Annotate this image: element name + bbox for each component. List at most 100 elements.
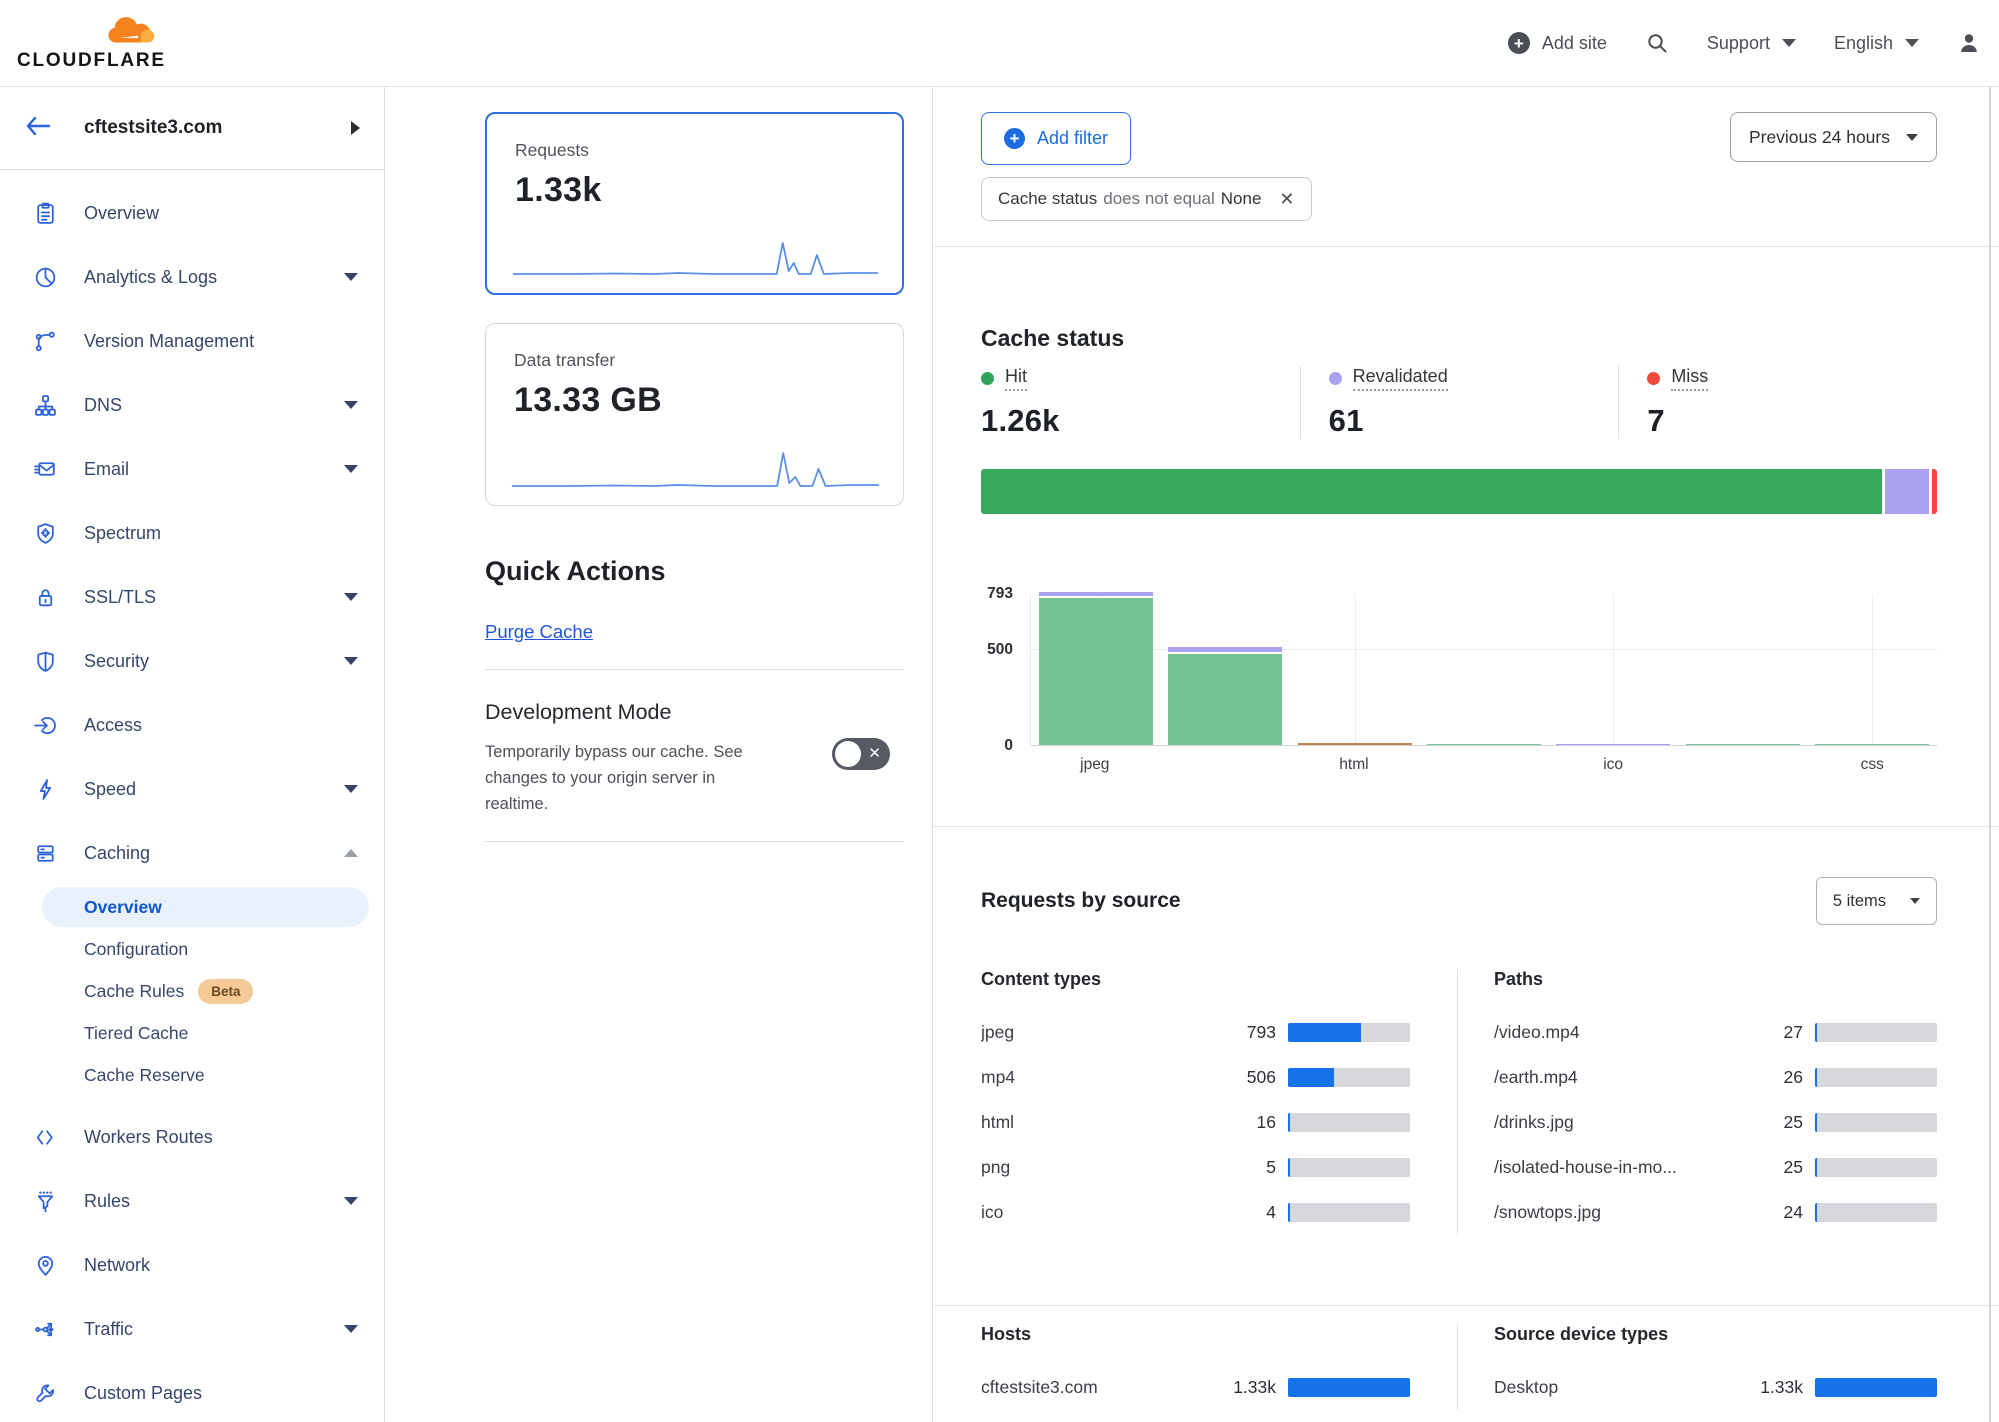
divider bbox=[933, 246, 1999, 247]
chevron-down-icon bbox=[1905, 39, 1919, 47]
items-count-dropdown[interactable]: 5 items bbox=[1815, 877, 1937, 925]
table-row: /drinks.jpg 25 bbox=[1494, 1100, 1937, 1145]
search-icon[interactable] bbox=[1645, 31, 1669, 55]
row-bar bbox=[1288, 1203, 1410, 1222]
chevron-up-icon bbox=[344, 849, 358, 857]
remove-filter-icon[interactable]: ✕ bbox=[1279, 188, 1295, 209]
sidebar-item-network[interactable]: Network bbox=[0, 1233, 384, 1297]
bar-segment-revalidated bbox=[1038, 592, 1153, 596]
sidebar-subnav-caching: Overview Configuration Cache Rules Beta Tier… bbox=[0, 885, 384, 1105]
sitemap-icon bbox=[33, 393, 58, 418]
spectrum-icon bbox=[33, 521, 58, 546]
bar-jpeg bbox=[1038, 592, 1153, 746]
language-menu[interactable]: English bbox=[1834, 33, 1919, 54]
sidebar-subitem-configuration[interactable]: Configuration bbox=[42, 929, 369, 969]
paths-table: Paths/video.mp4 27/earth.mp4 26/drinks.jpg… bbox=[1458, 969, 1937, 1235]
sidebar-item-speed[interactable]: Speed bbox=[0, 757, 384, 821]
sidebar-item-rules[interactable]: Rules bbox=[0, 1169, 384, 1233]
x-tick-label: html bbox=[1339, 756, 1369, 773]
scrollbar[interactable] bbox=[1989, 87, 1991, 1422]
sidebar-item-ssl-tls[interactable]: SSL/TLS bbox=[0, 565, 384, 629]
stat-label[interactable]: Miss bbox=[1671, 366, 1709, 391]
sidebar-subitem-cache-reserve[interactable]: Cache Reserve bbox=[42, 1055, 369, 1095]
add-filter-button[interactable]: + Add filter bbox=[981, 112, 1132, 165]
stat-label[interactable]: Hit bbox=[1005, 366, 1027, 391]
sidebar-item-label: Overview bbox=[84, 202, 160, 223]
toggle-knob bbox=[835, 741, 861, 767]
row-value: 5 bbox=[1266, 1157, 1276, 1177]
requests-card-value: 1.33k bbox=[515, 171, 602, 209]
time-range-dropdown[interactable]: Previous 24 hours bbox=[1729, 112, 1937, 162]
row-label: png bbox=[981, 1157, 1011, 1177]
quick-actions-title: Quick Actions bbox=[485, 556, 666, 586]
sidebar-item-email[interactable]: Email bbox=[0, 437, 384, 501]
bar-segment-hit bbox=[1038, 598, 1153, 746]
cache-status-title: Cache status bbox=[981, 325, 1125, 351]
development-mode-toggle[interactable]: ✕ bbox=[832, 738, 890, 770]
cloudflare-cloud-icon bbox=[108, 16, 155, 42]
sidebar-item-analytics-logs[interactable]: Analytics & Logs bbox=[0, 245, 384, 309]
beta-badge: Beta bbox=[198, 978, 254, 1004]
filter-value: None bbox=[1220, 189, 1262, 208]
support-menu[interactable]: Support bbox=[1707, 33, 1796, 54]
divider bbox=[933, 826, 1999, 827]
active-filters: Cache status does not equal None ✕ bbox=[981, 177, 1999, 221]
sidebar-item-overview[interactable]: Overview bbox=[0, 181, 384, 245]
requests-card[interactable]: Requests 1.33k bbox=[485, 112, 904, 295]
server-icon bbox=[33, 841, 58, 866]
chevron-down-icon bbox=[1906, 133, 1918, 141]
sidebar-subitem-label: Overview bbox=[84, 896, 162, 917]
sidebar-item-traffic[interactable]: Traffic bbox=[0, 1297, 384, 1361]
analytics-panel: + Add filter Previous 24 hours Cache sta… bbox=[933, 87, 1999, 1422]
row-value: 1.33k bbox=[1233, 1377, 1276, 1397]
sidebar-item-version-management[interactable]: Version Management bbox=[0, 309, 384, 373]
bar-unlabeled bbox=[1168, 647, 1283, 746]
funnel-icon bbox=[33, 1189, 58, 1214]
sidebar-item-dns[interactable]: DNS bbox=[0, 373, 384, 437]
sidebar-item-custom-pages[interactable]: Custom Pages bbox=[0, 1361, 384, 1422]
sidebar-subitem-overview[interactable]: Overview bbox=[42, 887, 369, 927]
x-tick-label: css bbox=[1860, 756, 1884, 773]
row-value: 25 bbox=[1783, 1112, 1803, 1132]
bar-html bbox=[1297, 743, 1412, 746]
purge-cache-link[interactable]: Purge Cache bbox=[485, 621, 593, 642]
bar-unlabeled bbox=[1427, 744, 1541, 746]
data-transfer-card[interactable]: Data transfer 13.33 GB bbox=[485, 323, 904, 506]
hosts-row: Hosts cftestsite3.com 1.33k Source device … bbox=[981, 1306, 1999, 1410]
cache-stats: Hit 1.26k Revalidated 61 Miss 7 bbox=[981, 366, 1937, 439]
cache-status-chart: 793 500 0 jpeg html ico css bbox=[981, 585, 1937, 792]
sidebar-item-label: Rules bbox=[84, 1190, 131, 1211]
top-header: CLOUDFLARE + Add site Support English bbox=[0, 0, 1999, 87]
stat-value: 1.26k bbox=[981, 403, 1060, 438]
header-menu: + Add site Support English bbox=[1507, 31, 1981, 55]
sidebar-item-workers-routes[interactable]: Workers Routes bbox=[0, 1105, 384, 1169]
table-title: Paths bbox=[1494, 969, 1544, 989]
x-tick-label: ico bbox=[1603, 756, 1624, 773]
back-arrow-icon[interactable] bbox=[25, 115, 51, 142]
bolt-icon bbox=[33, 777, 58, 802]
chevron-right-icon[interactable] bbox=[351, 121, 360, 135]
x-tick-label: jpeg bbox=[1080, 756, 1110, 773]
table-row: /earth.mp4 26 bbox=[1494, 1055, 1937, 1100]
row-value: 793 bbox=[1246, 1022, 1276, 1042]
account-icon[interactable] bbox=[1957, 31, 1981, 55]
row-label: html bbox=[981, 1112, 1015, 1132]
chevron-down-icon bbox=[344, 401, 358, 409]
row-bar bbox=[1288, 1068, 1410, 1087]
sidebar-subitem-tiered-cache[interactable]: Tiered Cache bbox=[42, 1013, 369, 1053]
sidebar-item-access[interactable]: Access bbox=[0, 693, 384, 757]
stat-label[interactable]: Revalidated bbox=[1352, 366, 1448, 391]
filter-chip[interactable]: Cache status does not equal None ✕ bbox=[981, 177, 1312, 221]
cloudflare-logo[interactable]: CLOUDFLARE bbox=[17, 15, 166, 72]
y-tick-label: 500 bbox=[987, 641, 1013, 659]
add-site-button[interactable]: + Add site bbox=[1507, 32, 1607, 54]
chart-xlabels: jpeg html ico css bbox=[1030, 756, 1937, 774]
sidebar-item-caching[interactable]: Caching bbox=[0, 821, 384, 885]
sidebar-item-security[interactable]: Security bbox=[0, 629, 384, 693]
site-name: cftestsite3.com bbox=[84, 117, 223, 138]
row-label: ico bbox=[981, 1202, 1004, 1222]
chevron-down-icon bbox=[344, 1197, 358, 1205]
x-tick-empty bbox=[1678, 756, 1808, 774]
sidebar-item-spectrum[interactable]: Spectrum bbox=[0, 501, 384, 565]
sidebar-subitem-cache-rules[interactable]: Cache Rules Beta bbox=[42, 971, 369, 1011]
